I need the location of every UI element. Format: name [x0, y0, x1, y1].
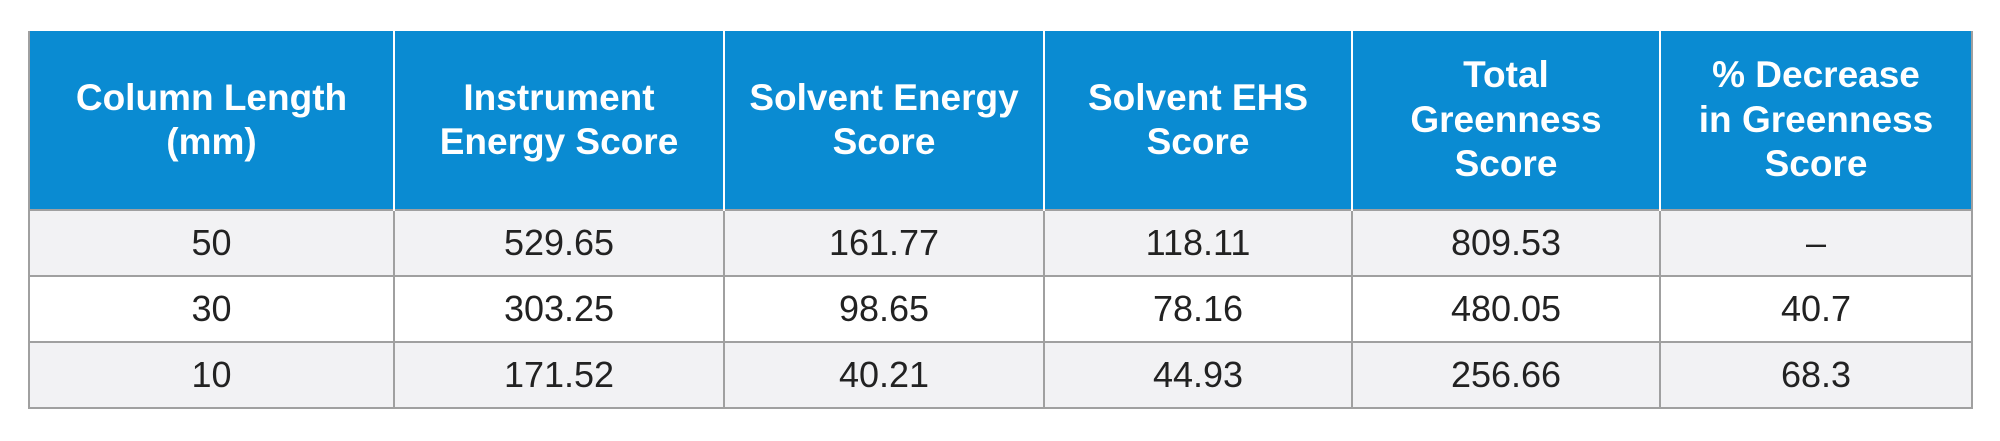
- table-cell: 30: [28, 275, 395, 343]
- table-cell: 78.16: [1043, 275, 1353, 343]
- table-cell: 68.3: [1659, 341, 1973, 409]
- table-cell: 256.66: [1351, 341, 1661, 409]
- table-cell: 529.65: [393, 209, 725, 277]
- header-cell: Instrument Energy Score: [393, 31, 724, 210]
- header-text: Total Greenness Score: [1410, 54, 1602, 185]
- header-text: Column Length (mm): [75, 76, 348, 162]
- table-cell: 118.11: [1043, 209, 1353, 277]
- header-cell: Solvent Energy Score: [723, 31, 1044, 210]
- table-row: 10 171.52 40.21 44.93 256.66 68.3: [28, 341, 1973, 409]
- table-row: 30 303.25 98.65 78.16 480.05 40.7: [28, 275, 1973, 343]
- table-cell: 303.25: [393, 275, 725, 343]
- header-text: Solvent Energy Score: [749, 76, 1019, 162]
- header-text: Solvent EHS Score: [1088, 76, 1308, 162]
- table-cell: 809.53: [1351, 209, 1661, 277]
- table-body: 50 529.65 161.77 118.11 809.53–30 303.25 98.65…: [28, 209, 1973, 409]
- header-cell: Column Length (mm): [28, 31, 394, 210]
- table-cell: 44.93: [1043, 341, 1353, 409]
- table-cell: 98.65: [723, 275, 1045, 343]
- header-cell: Total Greenness Score: [1351, 31, 1660, 210]
- header-text: % Decrease in Greenness Score: [1698, 54, 1934, 185]
- table-cell: 40.7: [1659, 275, 1973, 343]
- header-cell: % Decrease in Greenness Score: [1659, 31, 1973, 210]
- table-cell: 40.21: [723, 341, 1045, 409]
- table-cell: 10: [28, 341, 395, 409]
- table-cell: –: [1659, 209, 1973, 277]
- table-cell: 480.05: [1351, 275, 1661, 343]
- header-text: Instrument Energy Score: [439, 76, 679, 162]
- table-cell: 171.52: [393, 341, 725, 409]
- table-row: 50 529.65 161.77 118.11 809.53–: [28, 209, 1973, 277]
- header-cell: Solvent EHS Score: [1043, 31, 1352, 210]
- table-cell: 161.77: [723, 209, 1045, 277]
- table-cell: 50: [28, 209, 395, 277]
- header-row: Column Length (mm) Instrument Energy Scor…: [28, 31, 1973, 210]
- data-table: Column Length (mm) Instrument Energy Scor…: [28, 31, 1973, 409]
